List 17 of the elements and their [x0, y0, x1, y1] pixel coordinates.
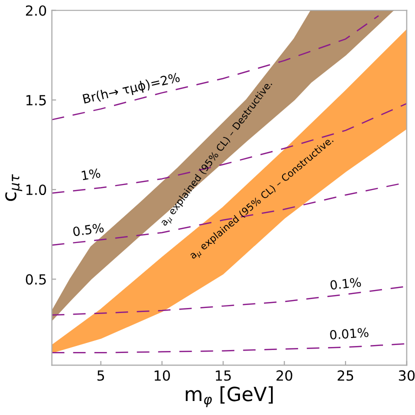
annotation: 0.01% [330, 328, 369, 340]
x-axis-title: m$_{φ}$ [GeV] [186, 386, 273, 408]
annotation: 0.5% [72, 222, 104, 236]
y-tick-label: 1.0 [26, 184, 46, 196]
annotation: 1% [82, 168, 101, 180]
x-tick-label: 15 [216, 370, 231, 381]
x-tick-label: 5 [97, 370, 104, 381]
x-tick-label: 10 [154, 370, 170, 381]
y-tick-label: 2.0 [26, 5, 46, 16]
x-tick-label: 30 [398, 370, 415, 381]
y-axis-title: c$_{μτ}$ [5, 174, 22, 201]
x-tick-label: 20 [276, 370, 292, 381]
x-tick-label: 25 [338, 370, 354, 381]
y-tick-label: 1.5 [26, 95, 46, 106]
y-tick-label: 0.5 [26, 274, 46, 285]
line-series [52, 343, 407, 354]
annotation: 0.1% [330, 277, 362, 290]
